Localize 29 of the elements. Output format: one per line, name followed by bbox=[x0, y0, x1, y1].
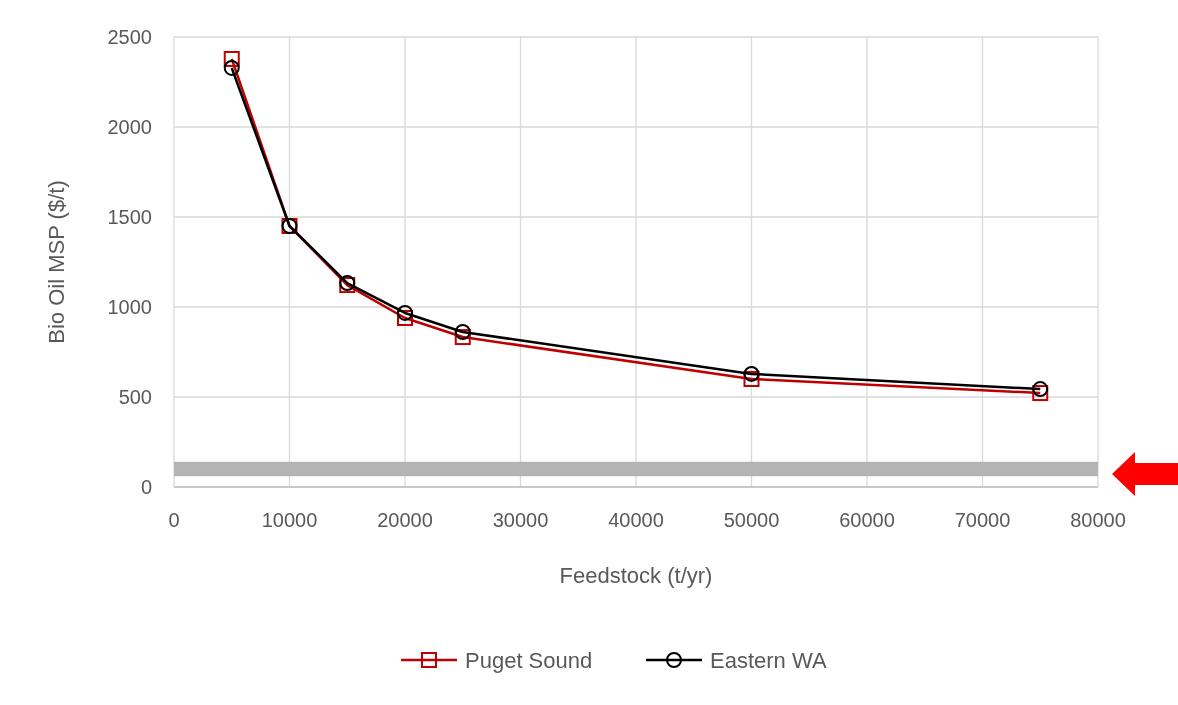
y-tick-label: 1500 bbox=[107, 206, 152, 228]
point bbox=[743, 371, 760, 387]
y-tick-label: 2500 bbox=[107, 26, 152, 48]
x-tick-label: 80000 bbox=[1070, 509, 1126, 531]
point bbox=[743, 365, 760, 382]
x-tick-label: 0 bbox=[168, 509, 180, 531]
x-tick-label: 40000 bbox=[608, 509, 664, 531]
y-tick-label: 2000 bbox=[107, 116, 152, 138]
x-tick-label: 50000 bbox=[723, 509, 780, 531]
point bbox=[454, 324, 471, 341]
x-axis-title: Feedstock (t/yr) bbox=[559, 563, 713, 588]
x-tick-label: 70000 bbox=[954, 509, 1011, 531]
point bbox=[1032, 381, 1049, 398]
y-tick-label: 500 bbox=[118, 386, 152, 408]
point bbox=[454, 329, 471, 346]
legend-label: Puget Sound bbox=[465, 647, 593, 673]
x-tick-label: 60000 bbox=[839, 509, 895, 531]
point bbox=[397, 309, 413, 326]
point bbox=[223, 50, 240, 67]
point bbox=[397, 304, 413, 321]
legend-label: Eastern WA bbox=[710, 647, 827, 673]
x-tick-label: 30000 bbox=[492, 509, 549, 531]
y-tick-label: 0 bbox=[140, 476, 152, 498]
point bbox=[223, 59, 240, 76]
y-axis-title: Bio Oil MSP ($/t) bbox=[44, 180, 69, 344]
point bbox=[1032, 385, 1049, 402]
y-tick-label: 1000 bbox=[107, 296, 152, 318]
x-tick-label: 20000 bbox=[377, 509, 433, 531]
x-tick-label: 10000 bbox=[261, 509, 318, 531]
